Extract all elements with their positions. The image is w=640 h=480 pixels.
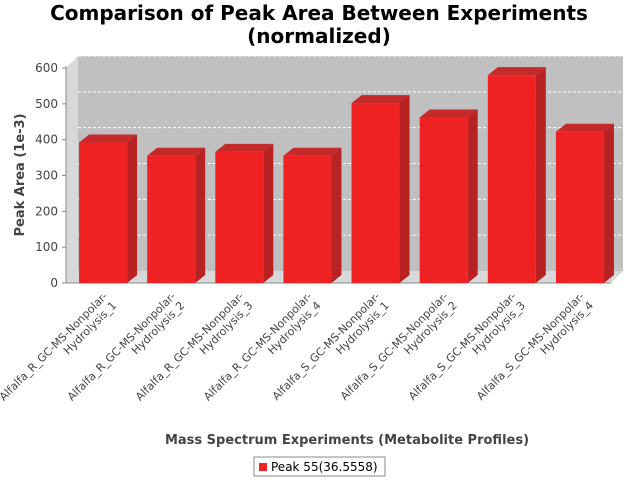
y-tick-label: 400: [35, 133, 58, 147]
bar-top: [215, 143, 274, 152]
bar-top: [79, 134, 138, 143]
x-axis-label: Mass Spectrum Experiments (Metabolite Pr…: [165, 433, 529, 448]
plot-floor: [66, 271, 623, 283]
y-tick-label: 200: [35, 204, 58, 218]
bar-side: [127, 134, 138, 283]
x-tick-label: Alfalfa_R_GC-MS-Nonpolar-: [133, 290, 246, 403]
legend-swatch: [259, 463, 267, 471]
x-tick-label: Alfalfa_R_GC-MS-Nonpolar-: [0, 290, 110, 403]
bar-top: [555, 123, 614, 132]
y-tick-label: 0: [50, 276, 58, 290]
bar-top: [487, 67, 546, 76]
y-axis-label: Peak Area (1e-3): [13, 113, 28, 236]
bar-side: [467, 109, 478, 283]
bar: [79, 142, 128, 283]
bar-side: [195, 147, 206, 283]
chart-title-line-1: Comparison of Peak Area Between Experime…: [50, 1, 588, 25]
y-tick-label: 500: [35, 97, 58, 111]
x-tick-label: Alfalfa_S_GC-MS-Nonpolar-: [406, 290, 519, 403]
x-tick-label: Alfalfa_R_GC-MS-Nonpolar-: [65, 290, 178, 403]
bar: [147, 155, 196, 283]
bar: [351, 103, 400, 283]
x-tick-label: Alfalfa_S_GC-MS-Nonpolar-: [270, 290, 383, 403]
bar-top: [147, 147, 206, 156]
y-tick-label: 100: [35, 240, 58, 254]
bar: [215, 151, 264, 283]
bar-side: [263, 143, 274, 283]
legend: Peak 55(36.5558): [253, 456, 386, 477]
x-tick-label: Alfalfa_S_GC-MS-Nonpolar-: [338, 290, 451, 403]
bar-top: [419, 109, 478, 118]
plot-area: 0 100 200 300 400 500 600 Alfalfa_R_GC-MS-Nonpo…: [0, 55, 623, 403]
y-tick-label: 600: [35, 61, 58, 75]
y-tick-label: 300: [35, 169, 58, 183]
bar-side: [535, 67, 546, 284]
chart-title-line-2: (normalized): [247, 24, 391, 48]
x-tick-label: Alfalfa_S_GC-MS-Nonpolar-: [474, 290, 587, 403]
bar-side: [331, 147, 342, 283]
bar: [419, 117, 468, 283]
bar-side: [399, 95, 410, 283]
bar: [487, 75, 536, 284]
bar-top: [283, 147, 342, 156]
bar-top: [351, 95, 410, 104]
bar: [555, 131, 604, 283]
x-tick-label: Alfalfa_R_GC-MS-Nonpolar-: [201, 290, 314, 403]
legend-label: Peak 55(36.5558): [271, 460, 378, 474]
bar-side: [603, 123, 614, 284]
bar: [283, 155, 332, 283]
plot-left-wall: [66, 56, 78, 283]
legend-box: [253, 456, 386, 477]
chart-title: Comparison of Peak Area Between Experime…: [50, 1, 588, 48]
